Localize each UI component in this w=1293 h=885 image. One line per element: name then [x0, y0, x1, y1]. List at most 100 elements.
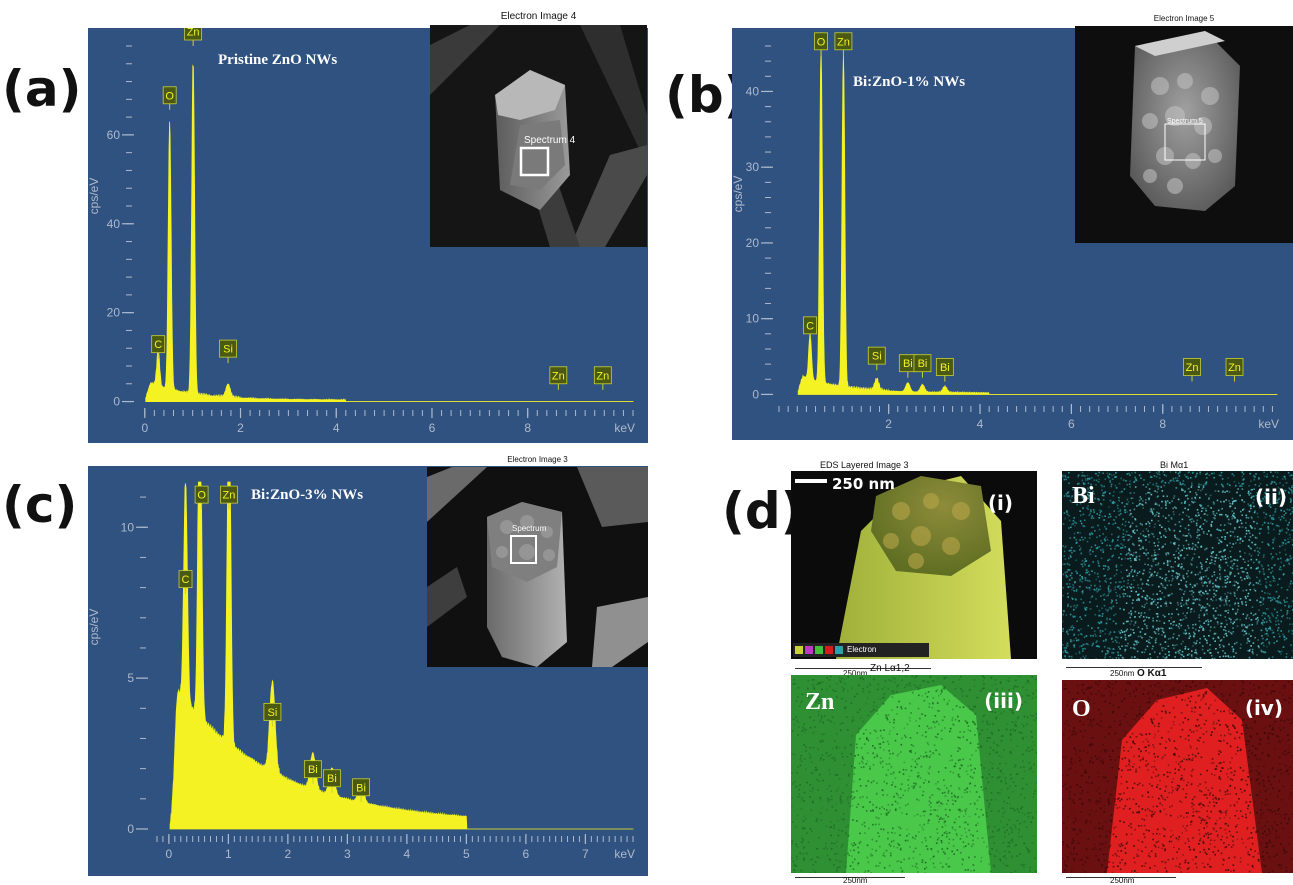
map-pixel	[1009, 678, 1011, 680]
map-pixel	[852, 798, 854, 800]
map-pixel	[1134, 870, 1136, 872]
map-pixel	[988, 863, 990, 865]
map-pixel	[989, 803, 991, 805]
map-pixel	[977, 743, 979, 745]
map-pixel	[998, 745, 1000, 747]
map-pixel	[809, 790, 811, 792]
map-pixel	[1157, 870, 1159, 872]
map-pixel	[1255, 618, 1257, 620]
map-pixel	[1102, 630, 1104, 632]
map-pixel	[1138, 825, 1140, 827]
map-pixel	[1247, 640, 1249, 642]
map-pixel	[1165, 588, 1167, 590]
map-pixel	[1263, 571, 1265, 573]
map-pixel	[1206, 598, 1208, 600]
map-pixel	[954, 766, 956, 768]
map-pixel	[1281, 651, 1283, 653]
map-pixel	[1021, 836, 1023, 838]
map-pixel	[917, 777, 919, 779]
map-pixel	[1250, 504, 1252, 506]
map-pixel	[1158, 633, 1160, 635]
map-pixel	[1142, 808, 1144, 810]
map-pixel	[988, 806, 990, 808]
map-pixel	[1221, 541, 1223, 543]
map-pixel	[1067, 643, 1069, 645]
map-pixel	[1201, 568, 1203, 570]
map-pixel	[1211, 553, 1213, 555]
map-pixel	[1257, 516, 1259, 518]
map-pixel	[792, 821, 794, 823]
map-pixel	[1113, 648, 1115, 650]
map-pixel	[1133, 531, 1135, 533]
map-pixel	[854, 797, 856, 799]
map-pixel	[947, 848, 949, 850]
map-pixel	[1230, 535, 1232, 537]
map-pixel	[1178, 626, 1180, 628]
map-pixel	[1205, 611, 1207, 613]
map-pixel	[1146, 625, 1148, 627]
map-pixel	[1214, 571, 1216, 573]
map-pixel	[867, 697, 869, 699]
map-pixel	[1272, 570, 1274, 572]
map-pixel	[1279, 602, 1281, 604]
map-pixel	[1112, 750, 1114, 752]
map-pixel	[1026, 695, 1028, 697]
map-pixel	[1241, 485, 1243, 487]
map-pixel	[1065, 479, 1067, 481]
map-pixel	[1003, 856, 1005, 858]
map-pixel	[1028, 747, 1030, 749]
map-pixel	[1210, 599, 1212, 601]
map-pixel	[806, 832, 808, 834]
map-pixel	[1063, 611, 1065, 613]
map-pixel	[1209, 644, 1211, 646]
map-pixel	[1169, 502, 1171, 504]
map-pixel	[853, 781, 855, 783]
map-pixel	[1248, 633, 1250, 635]
map-pixel	[1167, 552, 1169, 554]
map-pixel	[1144, 652, 1146, 654]
map-pixel	[1237, 839, 1239, 841]
map-pixel	[1012, 791, 1014, 793]
map-pixel	[1064, 512, 1066, 514]
map-pixel	[1184, 491, 1186, 493]
map-pixel	[1066, 574, 1068, 576]
map-pixel	[910, 737, 912, 739]
map-pixel	[1067, 569, 1069, 571]
map-pixel	[975, 713, 977, 715]
map-pixel	[1237, 611, 1239, 613]
map-pixel	[1179, 531, 1181, 533]
map-pixel	[805, 818, 807, 820]
map-pixel	[1283, 573, 1285, 575]
map-pixel	[852, 735, 854, 737]
map-pixel	[791, 857, 793, 859]
map-pixel	[941, 691, 943, 693]
map-pixel	[1175, 576, 1177, 578]
map-pixel	[983, 677, 985, 679]
map-pixel	[861, 761, 863, 763]
map-pixel	[1240, 538, 1242, 540]
map-pixel	[1015, 844, 1017, 846]
map-pixel	[1114, 502, 1116, 504]
map-pixel	[1131, 584, 1133, 586]
map-pixel	[832, 806, 834, 808]
map-pixel	[793, 869, 795, 871]
map-pixel	[1029, 851, 1031, 853]
x-tick-label: 8	[524, 421, 531, 435]
map-pixel	[904, 735, 906, 737]
map-pixel	[1172, 637, 1174, 639]
map-pixel	[1153, 484, 1155, 486]
map-pixel	[1148, 642, 1150, 644]
map-pixel	[857, 693, 859, 695]
map-pixel	[1113, 519, 1115, 521]
map-pixel	[843, 688, 845, 690]
map-pixel	[806, 782, 808, 784]
map-pixel	[836, 683, 838, 685]
map-pixel	[1195, 492, 1197, 494]
map-pixel	[1181, 605, 1183, 607]
map-pixel	[971, 755, 973, 757]
map-pixel	[950, 785, 952, 787]
map-pixel	[1197, 520, 1199, 522]
map-pixel	[844, 872, 846, 873]
map-pixel	[846, 785, 848, 787]
map-pixel	[1286, 601, 1288, 603]
